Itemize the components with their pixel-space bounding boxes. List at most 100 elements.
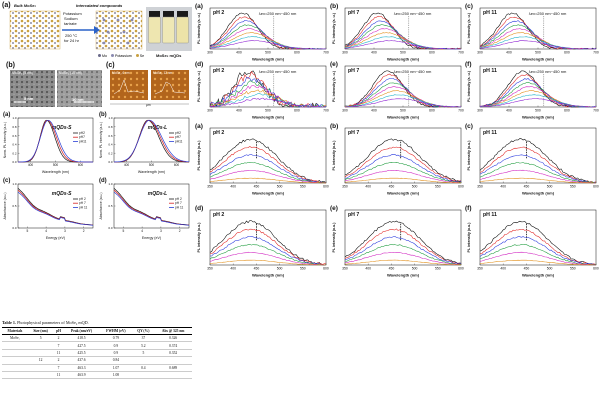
photophysical-table: Table 1. Photophysical parameters of MoS…: [2, 320, 192, 380]
table-cell: 11: [53, 349, 64, 358]
table-cell: [2, 356, 28, 365]
spectrum-series: [344, 82, 461, 108]
y-axis-label: PL intensity (a. u.): [197, 12, 201, 44]
table-cell: 418.5: [63, 334, 100, 343]
ph-label: pH 2: [213, 10, 224, 16]
table-header-cell: QY (%): [132, 327, 155, 335]
x-tick-label: 700: [458, 51, 464, 55]
table-cell: 7: [53, 364, 64, 372]
y-axis-label: PL intensity (a.u.): [332, 140, 336, 171]
excitation-label: λex=250 nm~450 nm: [259, 69, 297, 74]
y-axis-label: PL intensity (a. u.): [467, 70, 471, 102]
y-tick-label: 1.0: [108, 182, 113, 186]
spectrum-series: [209, 244, 327, 266]
x-tick-label: 450: [254, 185, 260, 189]
x-tick-label: 450: [389, 267, 395, 271]
spectrum-series: [344, 86, 462, 108]
ph-label: pH 11: [483, 10, 497, 16]
table-cell: 0.4: [132, 364, 155, 372]
x-tick-label: 350: [477, 267, 483, 271]
x-tick-label: 700: [323, 51, 329, 55]
x-tick-label: 550: [570, 185, 576, 189]
table-cell: [2, 349, 28, 358]
botgrid-panel-0: (a) pH 2 350 400 450 500 550 600 Wavelength (nm)…: [195, 123, 329, 196]
table-header-cell: Abs @ 325 nm: [154, 327, 192, 335]
panel-label: (c): [106, 62, 115, 69]
panel-label: (c): [465, 123, 473, 130]
plot-frame: [479, 209, 597, 266]
ph-label: pH 11: [483, 68, 497, 74]
ph-label: pH 2: [213, 68, 224, 74]
tem-tag-10nm: MoSe₂ (10 nm): [59, 71, 82, 75]
x-tick-label: 600: [429, 51, 435, 55]
legend-entry: pH2: [175, 131, 181, 135]
x-tick-label: 400: [230, 267, 236, 271]
botgrid-panel-5: (f) pH 11 350 400 450 500 550 600 Wavelength (nm…: [465, 205, 599, 278]
plot-frame: [479, 127, 597, 184]
excitation-label: λex=250 nm~450 nm: [394, 69, 432, 74]
spectrum-series: [209, 228, 327, 265]
x-tick-label: 500: [412, 267, 418, 271]
panel-label: (f): [465, 205, 472, 212]
x-axis-label: Wavelength (nm): [252, 57, 285, 62]
x-tick-label: 450: [254, 267, 260, 271]
table-cell: [2, 371, 28, 380]
x-tick-label: 450: [524, 185, 530, 189]
y-axis-label: Norm. PL intensity (a.u.): [99, 122, 103, 158]
spectrum-series: [479, 229, 597, 265]
x-tick-label: 300: [342, 109, 348, 113]
x-axis-label: Wavelength (nm): [42, 170, 69, 174]
y-axis-label: PL intensity (a.u.): [197, 222, 201, 253]
excitation-label: λex=250 nm~450 nm: [529, 11, 567, 16]
x-tick-label: 350: [342, 185, 348, 189]
x-tick-label: 5: [122, 229, 124, 233]
spectrum-series: [209, 162, 327, 184]
table-cell: 0.689: [154, 364, 192, 372]
atom-legend: Mo Potassium Se: [98, 54, 144, 58]
x-tick-label: 550: [435, 185, 441, 189]
table-cell: [132, 356, 155, 365]
y-tick-label: 0.8: [108, 125, 113, 129]
y-axis-label: Absorbance (a.u.): [3, 193, 7, 220]
y-axis-label: PL intensity (a.u.): [197, 140, 201, 171]
table-caption: Table 1. Photophysical parameters of MoS…: [2, 320, 89, 325]
x-tick-label: 600: [323, 267, 329, 271]
y-tick-label: 0.0: [108, 226, 113, 230]
spectrum-series: [344, 32, 462, 50]
ph-label: pH 2: [213, 130, 224, 136]
x-axis-label: Energy (eV): [142, 236, 161, 240]
x-axis-label: Wavelength (nm): [522, 191, 555, 196]
afm-tag-6nm: MoSe₂ 6 nm: [112, 71, 130, 75]
topgrid-panel-2: (c) pH 11 λex=250 nm~450 nm 300 400 500 600 700…: [465, 3, 599, 62]
afm-images: (c) MoSe₂ 6 nm MoSe₂ 12 nm µm: [104, 62, 192, 108]
topgrid-panel-1: (b) pH 7 λex=250 nm~450 nm 300 400 500 600 700 W…: [330, 3, 464, 62]
x-tick-label: 500: [535, 51, 541, 55]
y-axis-label: PL intensity (a.u.): [467, 222, 471, 253]
table-cell: 0.352: [154, 349, 192, 358]
ph-label: pH 7: [348, 68, 359, 74]
ph-label: pH 7: [348, 130, 359, 136]
panel-label: (b): [99, 112, 107, 118]
table-cell: 2: [53, 334, 64, 343]
table-cell: [132, 371, 155, 380]
ph-label: pH 11: [483, 130, 497, 136]
x-tick-label: 300: [477, 51, 483, 55]
bulk-title: Bulk MoSe₂: [14, 3, 36, 8]
x-tick-label: 500: [265, 51, 271, 55]
spectrum-panel-d: (d) mQDs-L 0.0 0.5 1.0 5 4 3 2 Energy (eV) Absorba…: [99, 178, 190, 240]
y-axis-label: Norm. PL intensity (a.u.): [3, 122, 7, 158]
botgrid-panel-3: (d) pH 2 350 400 450 500 550 600 Wavelength (nm)…: [195, 205, 329, 278]
table-cell: 425.5: [63, 349, 100, 358]
scale-bar-5nm: 5 nm: [24, 96, 34, 101]
table-cell: 463.3: [63, 364, 100, 372]
ph-label: pH 11: [483, 212, 497, 218]
intercalated-title: Intercalated compounds: [76, 3, 123, 8]
x-tick-label: 600: [174, 163, 180, 167]
spectrum-series: [479, 16, 597, 50]
x-tick-label: 500: [53, 163, 59, 167]
y-axis-label: PL intensity (a. u.): [332, 70, 336, 102]
x-tick-label: 400: [230, 185, 236, 189]
spectrum-series: [479, 40, 597, 50]
x-tick-label: 700: [593, 109, 599, 113]
spectrum-series: [209, 20, 327, 50]
